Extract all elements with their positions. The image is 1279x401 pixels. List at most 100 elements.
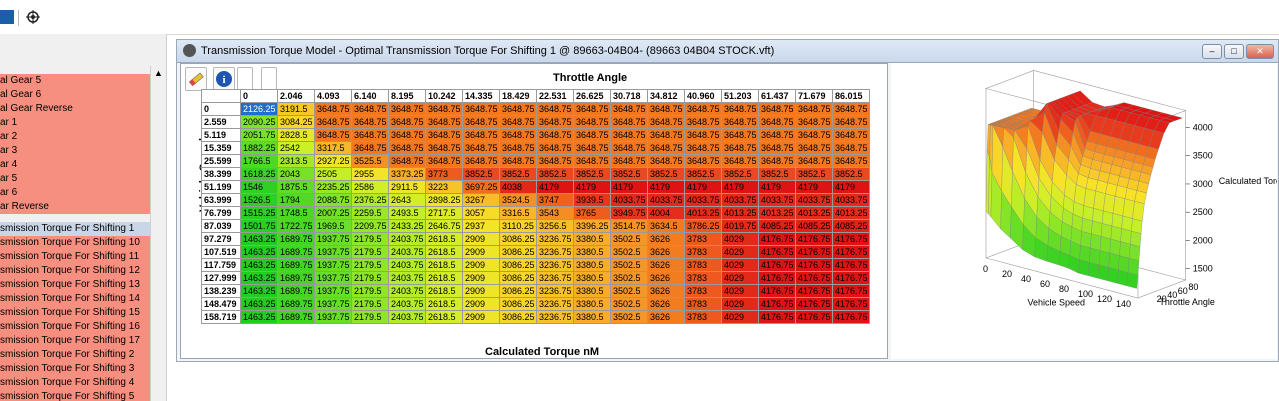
sidebar-item[interactable]: smission Torque For Shifting 3 — [0, 362, 150, 376]
torque-cell[interactable]: 1875.5 — [277, 180, 315, 194]
torque-cell[interactable]: 2403.75 — [388, 284, 426, 298]
torque-cell[interactable]: 3852.5 — [721, 167, 759, 181]
torque-cell[interactable]: 4176.75 — [758, 284, 796, 298]
torque-cell[interactable]: 4176.75 — [832, 297, 870, 311]
torque-cell[interactable]: 3783 — [684, 245, 722, 259]
torque-cell[interactable]: 3648.75 — [832, 128, 870, 142]
torque-cell[interactable]: 2618.5 — [425, 245, 463, 259]
torque-cell[interactable]: 2403.75 — [388, 245, 426, 259]
torque-cell[interactable]: 3852.5 — [684, 167, 722, 181]
torque-cell[interactable]: 3852.5 — [758, 167, 796, 181]
torque-cell[interactable]: 3086.25 — [499, 258, 537, 272]
torque-cell[interactable]: 3057 — [462, 206, 500, 220]
torque-cell[interactable]: 4179 — [573, 180, 611, 194]
torque-cell[interactable]: 4176.75 — [758, 232, 796, 246]
torque-cell[interactable]: 2403.75 — [388, 258, 426, 272]
torque-cell[interactable]: 3191.5 — [277, 102, 315, 116]
torque-cell[interactable]: 3648.75 — [536, 128, 574, 142]
torque-cell[interactable]: 3236.75 — [536, 271, 574, 285]
torque-cell[interactable]: 3697.25 — [462, 180, 500, 194]
torque-cell[interactable]: 2618.5 — [425, 232, 463, 246]
torque-cell[interactable]: 1794 — [277, 193, 315, 207]
torque-cell[interactable]: 4004 — [647, 206, 685, 220]
torque-cell[interactable]: 4029 — [721, 271, 759, 285]
torque-cell[interactable]: 3765 — [573, 206, 611, 220]
torque-cell[interactable]: 4029 — [721, 245, 759, 259]
torque-cell[interactable]: 3773 — [425, 167, 463, 181]
torque-cell[interactable]: 3236.75 — [536, 232, 574, 246]
torque-cell[interactable]: 3648.75 — [610, 115, 648, 129]
torque-cell[interactable]: 3648.75 — [795, 128, 833, 142]
surface-plot[interactable]: 1500 2000 2500 3000 3500 4000 Calculated Torqu… — [891, 63, 1277, 359]
torque-cell[interactable]: 4033.75 — [721, 193, 759, 207]
torque-cell[interactable]: 3502.5 — [610, 284, 648, 298]
torque-cell[interactable]: 3852.5 — [610, 167, 648, 181]
sidebar-item[interactable]: smission Torque For Shifting 16 — [0, 320, 150, 334]
torque-cell[interactable]: 3626 — [647, 310, 685, 324]
torque-cell[interactable]: 4179 — [647, 180, 685, 194]
torque-cell[interactable]: 2209.75 — [351, 219, 389, 233]
torque-cell[interactable]: 3648.75 — [425, 128, 463, 142]
torque-cell[interactable]: 2646.75 — [425, 219, 463, 233]
torque-cell[interactable]: 3648.75 — [610, 154, 648, 168]
torque-cell[interactable]: 3648.75 — [351, 128, 389, 142]
torque-cell[interactable]: 4176.75 — [758, 310, 796, 324]
torque-cell[interactable]: 3317.5 — [314, 141, 352, 155]
torque-cell[interactable]: 3648.75 — [351, 102, 389, 116]
sidebar-item[interactable]: smission Torque For Shifting 11 — [0, 250, 150, 264]
torque-cell[interactable]: 2403.75 — [388, 232, 426, 246]
torque-cell[interactable]: 3648.75 — [536, 141, 574, 155]
torque-cell[interactable]: 1515.25 — [240, 206, 278, 220]
sidebar-item[interactable]: smission Torque For Shifting 1 — [0, 222, 150, 236]
torque-cell[interactable]: 2909 — [462, 284, 500, 298]
torque-cell[interactable]: 3648.75 — [721, 141, 759, 155]
torque-cell[interactable]: 2618.5 — [425, 310, 463, 324]
sidebar-item[interactable]: smission Torque For Shifting 4 — [0, 376, 150, 390]
torque-cell[interactable]: 3648.75 — [462, 115, 500, 129]
torque-cell[interactable]: 1882.25 — [240, 141, 278, 155]
window-titlebar[interactable]: Transmission Torque Model - Optimal Tran… — [177, 40, 1278, 63]
minimize-button[interactable]: – — [1202, 44, 1222, 59]
torque-cell[interactable]: 4085.25 — [832, 219, 870, 233]
sidebar-item[interactable]: smission Torque For Shifting 12 — [0, 264, 150, 278]
torque-cell[interactable]: 3626 — [647, 258, 685, 272]
save-icon[interactable] — [0, 10, 14, 24]
torque-cell[interactable]: 4179 — [832, 180, 870, 194]
torque-cell[interactable]: 3648.75 — [462, 128, 500, 142]
torque-cell[interactable]: 2909 — [462, 232, 500, 246]
sidebar-scrollbar[interactable]: ▲ — [150, 66, 166, 401]
torque-cell[interactable]: 4179 — [758, 180, 796, 194]
paste-page-icon[interactable] — [261, 67, 277, 91]
torque-cell[interactable]: 2376.25 — [351, 193, 389, 207]
torque-cell[interactable]: 3648.75 — [499, 115, 537, 129]
torque-cell[interactable]: 3648.75 — [684, 128, 722, 142]
torque-cell[interactable]: 3502.5 — [610, 297, 648, 311]
torque-cell[interactable]: 3648.75 — [795, 102, 833, 116]
torque-cell[interactable]: 1937.75 — [314, 284, 352, 298]
torque-cell[interactable]: 1937.75 — [314, 297, 352, 311]
torque-cell[interactable]: 3626 — [647, 284, 685, 298]
torque-cell[interactable]: 4085.25 — [758, 219, 796, 233]
torque-cell[interactable]: 3747 — [536, 193, 574, 207]
torque-cell[interactable]: 2179.5 — [351, 310, 389, 324]
torque-cell[interactable]: 3648.75 — [573, 128, 611, 142]
torque-cell[interactable]: 1766.5 — [240, 154, 278, 168]
torque-cell[interactable]: 1689.75 — [277, 310, 315, 324]
torque-cell[interactable]: 1463.25 — [240, 232, 278, 246]
torque-cell[interactable]: 1546 — [240, 180, 278, 194]
torque-cell[interactable]: 3648.75 — [536, 102, 574, 116]
torque-cell[interactable]: 3648.75 — [536, 115, 574, 129]
restore-button[interactable]: □ — [1224, 44, 1244, 59]
torque-cell[interactable]: 4176.75 — [795, 310, 833, 324]
torque-cell[interactable]: 1463.25 — [240, 271, 278, 285]
sidebar-item[interactable]: ar 5 — [0, 172, 150, 186]
scroll-up-icon[interactable]: ▲ — [154, 68, 163, 78]
torque-cell[interactable]: 3939.5 — [573, 193, 611, 207]
sidebar-item[interactable]: smission Torque For Shifting 5 — [0, 390, 150, 401]
target-icon[interactable] — [26, 10, 40, 24]
torque-cell[interactable]: 3380.5 — [573, 245, 611, 259]
torque-cell[interactable]: 4013.25 — [758, 206, 796, 220]
sidebar-item[interactable]: smission Torque For Shifting 14 — [0, 292, 150, 306]
torque-cell[interactable]: 4029 — [721, 258, 759, 272]
torque-cell[interactable]: 2618.5 — [425, 297, 463, 311]
